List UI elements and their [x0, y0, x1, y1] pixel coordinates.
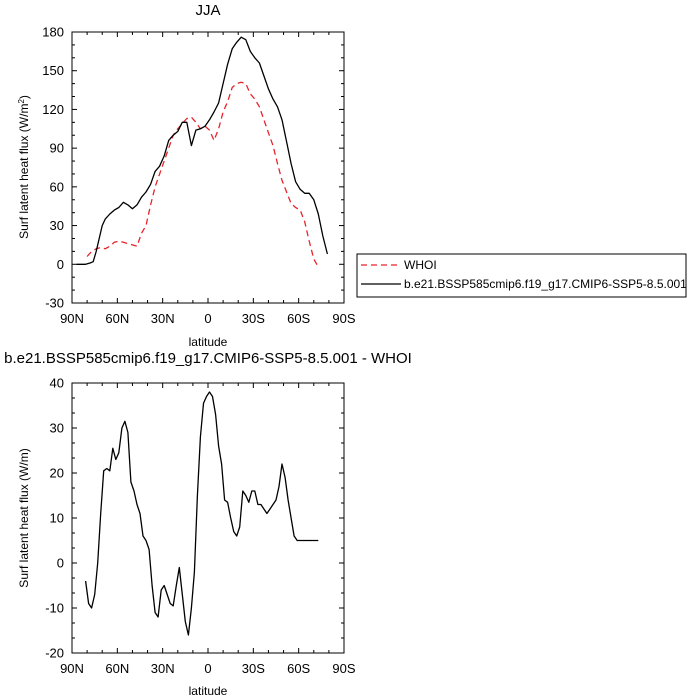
top-y-axis-label-superscript: 2 [17, 99, 26, 104]
bottom-chart-title: b.e21.BSSP585cmip6.f19_g17.CMIP6-SSP5-8.… [4, 350, 412, 367]
bottom-panel: b.e21.BSSP585cmip6.f19_g17.CMIP6-SSP5-8.… [4, 350, 412, 698]
bottom-xtick-label: 60S [287, 661, 310, 676]
bottom-series-line-difference [84, 391, 319, 636]
top-series-line-model [76, 36, 329, 265]
top-ytick-label: 120 [42, 102, 64, 117]
top-xtick-label: 30S [242, 311, 265, 326]
top-xtick-label: 60N [105, 311, 129, 326]
legend-label-whoi: WHOI [404, 258, 437, 272]
top-xtick-label: 90S [332, 311, 355, 326]
top-ytick-label: 30 [50, 218, 64, 233]
top-panel: JJA -30 0 30 60 90 120 150 180 90N 60N 30N 0 30S 60S… [17, 2, 356, 349]
top-xtick-label: 0 [204, 311, 211, 326]
bottom-xtick-label: 30N [151, 661, 175, 676]
bottom-ytick-label: -20 [45, 646, 64, 661]
bottom-ytick-label: -10 [45, 601, 64, 616]
top-ytick-label: 0 [57, 257, 64, 272]
top-xtick-label: 60S [287, 311, 310, 326]
top-ytick-label: 60 [50, 179, 64, 194]
top-plot-lines [76, 36, 329, 268]
bottom-xtick-label: 30S [242, 661, 265, 676]
bottom-xtick-label: 0 [204, 661, 211, 676]
legend: WHOI b.e21.BSSP585cmip6.f19_g17.CMIP6-SS… [356, 253, 687, 298]
bottom-ytick-label: 0 [57, 556, 64, 571]
top-ytick-label: 180 [42, 25, 64, 40]
top-ytick-label: 150 [42, 63, 64, 78]
bottom-xtick-label: 90S [332, 661, 355, 676]
top-y-axis: -30 0 30 60 90 120 150 180 [42, 25, 344, 311]
top-y-axis-label-close: ) [17, 95, 31, 99]
top-x-axis-label: latitude [189, 335, 228, 349]
bottom-y-axis: -20 -10 0 10 20 30 40 [45, 376, 344, 661]
bottom-ytick-label: 30 [50, 421, 64, 436]
bottom-x-axis-label: latitude [189, 684, 228, 698]
bottom-ytick-label: 10 [50, 511, 64, 526]
top-xtick-label: 30N [151, 311, 175, 326]
bottom-ytick-label: 20 [50, 466, 64, 481]
top-ytick-label: -30 [45, 296, 64, 311]
bottom-x-axis: 90N 60N 30N 0 30S 60S 90S [60, 383, 356, 676]
top-plot-frame [71, 31, 345, 304]
bottom-ytick-label: 40 [50, 376, 64, 391]
bottom-xtick-label: 90N [60, 661, 84, 676]
top-chart-title: JJA [195, 2, 220, 19]
top-x-axis: 90N 60N 30N 0 30S 60S 90S [60, 32, 356, 326]
legend-label-model: b.e21.BSSP585cmip6.f19_g17.CMIP6-SSP5-8.… [404, 277, 687, 291]
bottom-xtick-label: 60N [105, 661, 129, 676]
legend-box [356, 253, 687, 298]
bottom-y-axis-label: Surf latent heat flux (W/m) [17, 448, 31, 587]
top-y-axis-label: Surf latent heat flux (W/m2) [17, 95, 32, 239]
top-xtick-label: 90N [60, 311, 84, 326]
top-y-axis-label-main: Surf latent heat flux (W/m [17, 104, 31, 239]
bottom-plot-lines [84, 391, 319, 636]
bottom-plot-frame [71, 382, 345, 654]
top-series-line-whoi [86, 81, 319, 268]
top-ytick-label: 90 [50, 141, 64, 156]
